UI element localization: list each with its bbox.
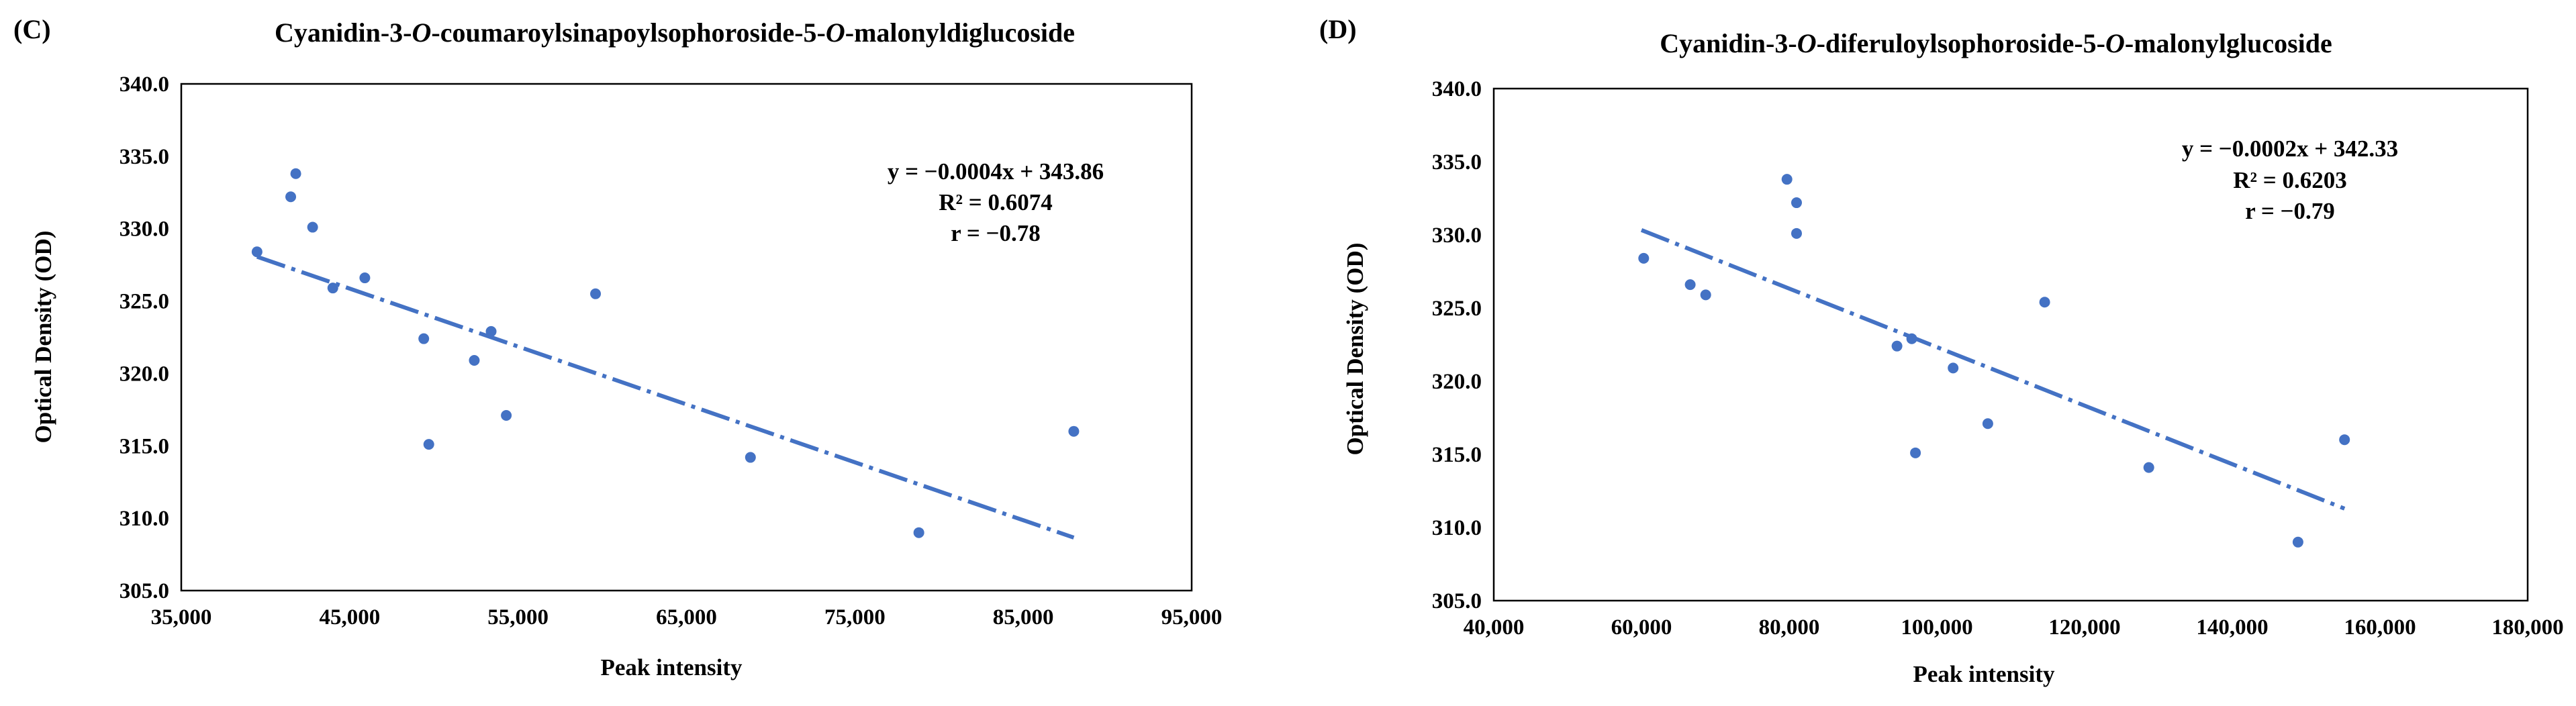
r-squared-c: R² = 0.6074 bbox=[939, 189, 1052, 215]
data-point-d bbox=[1982, 418, 1993, 430]
y-tick-label-c: 340.0 bbox=[120, 72, 169, 97]
r-squared-d: R² = 0.6203 bbox=[2233, 167, 2346, 193]
y-tick-labels-c: 305.0 310.0 315.0 320.0 325.0 330.0 335.0 340.0 bbox=[120, 72, 169, 603]
data-point-c bbox=[418, 333, 430, 344]
y-tick-label-c: 335.0 bbox=[120, 145, 169, 169]
data-point-d bbox=[1684, 279, 1696, 291]
data-point-c bbox=[485, 325, 497, 337]
data-point-d bbox=[1910, 447, 1921, 458]
data-point-d bbox=[2039, 297, 2050, 308]
x-tick-label-c: 45,000 bbox=[319, 605, 380, 629]
x-tick-label-d: 100,000 bbox=[1901, 615, 1972, 640]
data-point-c bbox=[590, 288, 602, 299]
y-tick-label-c: 330.0 bbox=[120, 217, 169, 242]
title-c-part-1: Cyanidin-3- bbox=[275, 17, 412, 48]
x-tick-label-d: 140,000 bbox=[2196, 615, 2268, 640]
data-point-d bbox=[2339, 434, 2350, 446]
title-d-part-4: O bbox=[2105, 28, 2125, 58]
x-tick-label-c: 75,000 bbox=[824, 605, 886, 629]
x-tick-label-c: 65,000 bbox=[656, 605, 717, 629]
x-tick-labels-c: 35,000 45,000 55,000 65,000 75,000 85,000 95,0… bbox=[151, 605, 1223, 629]
data-point-c bbox=[745, 452, 756, 463]
data-point-d bbox=[1638, 252, 1650, 264]
y-tick-label-d: 305.0 bbox=[1432, 589, 1482, 613]
data-point-c bbox=[290, 168, 301, 179]
trendline-d bbox=[1640, 228, 2346, 511]
data-point-d bbox=[1891, 340, 1903, 352]
correlation-c: r = −0.78 bbox=[951, 220, 1041, 246]
y-tick-label-c: 325.0 bbox=[120, 290, 169, 314]
y-tick-label-c: 305.0 bbox=[120, 579, 169, 603]
data-points-d bbox=[1638, 174, 2350, 548]
data-point-c bbox=[359, 272, 371, 284]
y-tick-label-d: 335.0 bbox=[1432, 150, 1482, 174]
x-tick-label-c: 95,000 bbox=[1161, 605, 1223, 629]
x-tick-labels-d: 40,000 60,000 80,000 100,000 120,000 140,000 1… bbox=[1464, 615, 2564, 640]
data-points-c bbox=[251, 168, 1080, 538]
y-tick-label-d: 325.0 bbox=[1432, 297, 1482, 321]
panel-label-d: (D) bbox=[1319, 14, 1357, 44]
data-point-d bbox=[1700, 289, 1711, 301]
plot-area-c bbox=[180, 83, 1193, 592]
title-d-part-1: Cyanidin-3- bbox=[1660, 28, 1797, 58]
x-tick-label-d: 40,000 bbox=[1464, 615, 1525, 640]
correlation-d: r = −0.79 bbox=[2245, 198, 2335, 224]
data-point-c bbox=[285, 191, 297, 203]
x-tick-label-c: 35,000 bbox=[151, 605, 212, 629]
x-tick-label-d: 80,000 bbox=[1759, 615, 1820, 640]
data-point-d bbox=[1781, 174, 1793, 185]
equation-c: y = −0.0004x + 343.86 bbox=[888, 158, 1104, 185]
title-d-part-3: -diferuloylsophoroside-5- bbox=[1817, 28, 2105, 58]
title-c-part-3: -coumaroylsinapoylsophoroside-5- bbox=[431, 17, 825, 48]
y-tick-label-d: 315.0 bbox=[1432, 443, 1482, 467]
x-axis-title-c: Peak intensity bbox=[601, 654, 743, 680]
chart-panel-d: (D) Cyanidin-3-O-diferuloylsophoroside-5… bbox=[1319, 14, 2564, 687]
y-axis-title-c: Optical Density (OD) bbox=[30, 231, 56, 444]
data-point-c bbox=[423, 439, 434, 450]
data-point-d bbox=[2143, 462, 2154, 473]
x-tick-label-d: 180,000 bbox=[2491, 615, 2563, 640]
data-point-d bbox=[2292, 536, 2303, 548]
y-tick-label-c: 315.0 bbox=[120, 434, 169, 458]
data-point-c bbox=[1068, 425, 1080, 437]
x-tick-label-d: 60,000 bbox=[1611, 615, 1672, 640]
chart-title-c: Cyanidin-3-O-coumaroylsinapoylsophorosid… bbox=[275, 17, 1075, 48]
y-tick-labels-d: 305.0 310.0 315.0 320.0 325.0 330.0 335.0 340.0 bbox=[1432, 77, 1482, 613]
title-c-part-4: O bbox=[826, 17, 845, 48]
y-tick-label-c: 320.0 bbox=[120, 362, 169, 386]
x-tick-label-d: 120,000 bbox=[2048, 615, 2120, 640]
x-tick-label-c: 85,000 bbox=[993, 605, 1054, 629]
panel-label-c: (C) bbox=[13, 14, 51, 44]
data-point-c bbox=[913, 527, 924, 538]
y-tick-label-d: 320.0 bbox=[1432, 370, 1482, 394]
title-c-part-5: -malonyldiglucoside bbox=[845, 17, 1075, 48]
chart-panel-c: (C) Cyanidin-3-O-coumaroylsinapoylsophor… bbox=[13, 14, 1222, 680]
x-tick-label-c: 55,000 bbox=[487, 605, 548, 629]
y-tick-label-d: 330.0 bbox=[1432, 223, 1482, 248]
y-axis-title-d: Optical Density (OD) bbox=[1342, 243, 1368, 456]
x-axis-title-d: Peak intensity bbox=[1913, 661, 2055, 687]
data-point-d bbox=[1791, 228, 1802, 239]
y-tick-label-d: 340.0 bbox=[1432, 77, 1482, 101]
trendline-c bbox=[256, 254, 1075, 540]
y-tick-label-d: 310.0 bbox=[1432, 516, 1482, 540]
data-point-d bbox=[1948, 362, 1959, 374]
x-tick-label-d: 160,000 bbox=[2344, 615, 2416, 640]
data-point-d bbox=[1791, 197, 1802, 209]
title-d-part-5: -malonylglucoside bbox=[2125, 28, 2332, 58]
y-tick-label-c: 310.0 bbox=[120, 507, 169, 531]
title-c-part-2: O bbox=[412, 17, 431, 48]
data-point-c bbox=[469, 355, 480, 366]
data-point-c bbox=[307, 221, 318, 233]
data-point-c bbox=[251, 246, 263, 258]
equation-d: y = −0.0002x + 342.33 bbox=[2182, 136, 2398, 162]
chart-title-d: Cyanidin-3-O-diferuloylsophoroside-5-O-m… bbox=[1660, 28, 2332, 58]
plot-area-d bbox=[1492, 87, 2529, 602]
title-d-part-2: O bbox=[1797, 28, 1817, 58]
data-point-c bbox=[501, 409, 512, 421]
